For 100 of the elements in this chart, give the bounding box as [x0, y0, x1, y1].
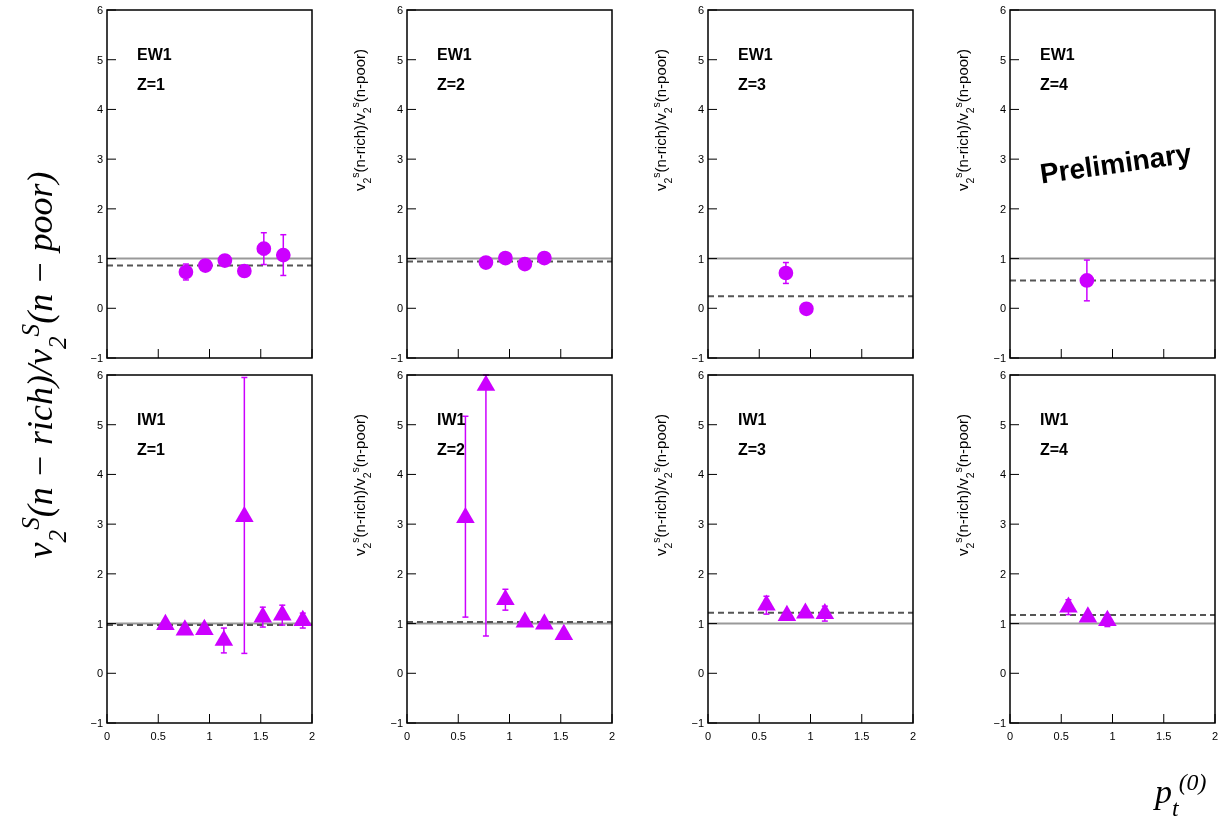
y-tick-label: 2 [999, 202, 1006, 215]
point [272, 604, 292, 621]
x-tick-label: 2 [1211, 730, 1219, 742]
annotation: IW1 [738, 411, 767, 428]
point [554, 623, 574, 640]
annotation: Z=3 [738, 76, 767, 93]
y-tick-label: −1 [993, 717, 1006, 729]
x-tick-label: 0.5 [450, 730, 466, 742]
x-tick-label: 0.5 [751, 730, 767, 742]
y-tick-label: 1 [999, 617, 1006, 630]
y-tick-label: 1 [96, 252, 103, 265]
annotation: Z=1 [137, 441, 166, 458]
y-tick-label: 0 [96, 667, 103, 680]
point [456, 506, 475, 524]
annotation: EW1 [137, 46, 172, 63]
y-tick-label: 5 [96, 53, 103, 66]
point [214, 629, 234, 646]
y-tick-label: 3 [96, 153, 103, 166]
x-tick-label: 1 [1109, 730, 1116, 742]
x-tick-label: 1 [206, 730, 213, 742]
y-tick-label: 5 [396, 53, 403, 66]
y-tick-label: 0 [697, 667, 704, 680]
y-tick-label: 6 [697, 4, 704, 16]
y-tick-label: −1 [90, 352, 103, 364]
annotation: Z=4 [1040, 441, 1069, 458]
y-tick-label: 1 [697, 252, 704, 265]
y-tick-label: 5 [697, 418, 704, 431]
annotation: IW1 [137, 411, 166, 428]
y-tick-label: 1 [697, 617, 704, 630]
point [293, 609, 313, 626]
y-tick-label: 4 [96, 468, 103, 481]
annotation: Z=1 [137, 76, 166, 93]
y-tick-label: −1 [390, 717, 403, 729]
y-tick-label: 4 [396, 103, 403, 116]
annotation: Z=2 [437, 441, 466, 458]
y-tick-label: −1 [390, 352, 403, 364]
point [235, 505, 254, 523]
y-tick-label: 5 [999, 418, 1006, 431]
x-tick-label: 2 [608, 730, 616, 742]
y-tick-label: 1 [396, 252, 403, 265]
y-tick-label: 0 [999, 302, 1006, 315]
x-tick-label: 2 [909, 730, 917, 742]
point [195, 618, 214, 635]
y-tick-label: 3 [999, 153, 1006, 166]
y-tick-label: −1 [691, 352, 704, 364]
y-tick-label: 3 [999, 518, 1006, 531]
point [535, 613, 554, 630]
point [476, 374, 496, 391]
x-tick-label: 2 [308, 730, 316, 742]
y-tick-label: 1 [396, 617, 403, 630]
y-tick-label: 6 [96, 4, 103, 16]
annotation: Z=2 [437, 76, 466, 93]
annotation: Preliminary [1037, 137, 1194, 190]
point [515, 611, 535, 628]
y-tick-label: 2 [697, 567, 704, 580]
annotation: Z=3 [738, 441, 767, 458]
annotation: EW1 [738, 46, 773, 63]
y-tick-label: 4 [697, 468, 704, 481]
y-tick-label: 5 [396, 418, 403, 431]
y-tick-label: 2 [999, 567, 1006, 580]
x-tick-label: 1 [807, 730, 814, 742]
y-tick-label: 3 [697, 518, 704, 531]
y-tick-label: 5 [96, 418, 103, 431]
annotation: Z=4 [1040, 76, 1069, 93]
point [275, 247, 291, 263]
y-tick-label: 5 [697, 53, 704, 66]
y-tick-label: 6 [96, 369, 103, 381]
y-tick-label: 0 [999, 667, 1006, 680]
y-tick-label: 0 [96, 302, 103, 315]
annotation: EW1 [437, 46, 472, 63]
x-tick-label: 1.5 [553, 730, 569, 742]
x-tick-label: 1.5 [253, 730, 269, 742]
point [217, 253, 233, 268]
point [253, 606, 273, 623]
y-tick-label: 4 [396, 468, 403, 481]
point [498, 250, 513, 266]
y-tick-label: 6 [396, 4, 403, 16]
y-tick-label: 0 [396, 667, 403, 680]
annotation: IW1 [1040, 411, 1069, 428]
y-tick-label: 2 [96, 202, 103, 215]
y-tick-label: 2 [396, 567, 403, 580]
y-tick-label: 6 [999, 4, 1006, 16]
annotation: EW1 [1040, 46, 1075, 63]
y-tick-label: 1 [96, 617, 103, 630]
x-tick-label: 1 [506, 730, 513, 742]
y-tick-label: 6 [396, 369, 403, 381]
point [536, 250, 552, 266]
y-tick-label: 3 [396, 153, 403, 166]
y-tick-label: 2 [697, 202, 704, 215]
y-tick-label: 3 [96, 518, 103, 531]
y-tick-label: 4 [999, 468, 1006, 481]
point [256, 241, 272, 256]
y-tick-label: 1 [999, 252, 1006, 265]
point [198, 258, 213, 273]
y-tick-label: 2 [396, 202, 403, 215]
point [496, 588, 515, 606]
y-tick-label: 3 [396, 518, 403, 531]
y-tick-label: −1 [90, 717, 103, 729]
y-tick-label: 6 [999, 369, 1006, 381]
y-tick-label: 4 [999, 103, 1006, 116]
